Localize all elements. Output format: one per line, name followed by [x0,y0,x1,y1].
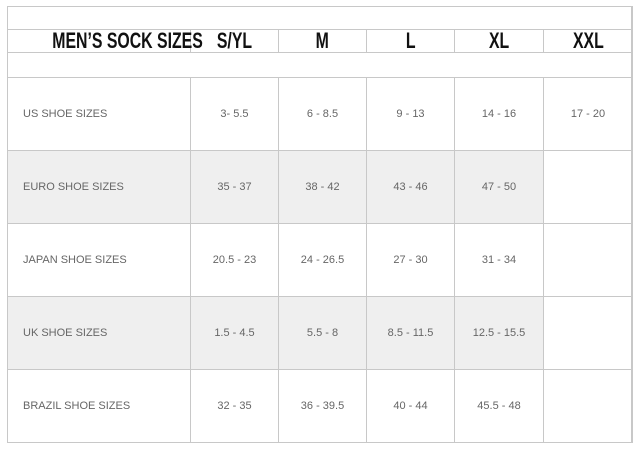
column-header: XL [455,28,544,53]
size-cell [544,297,633,370]
size-cell: 14 - 16 [455,78,544,151]
size-cell: 32 - 35 [191,370,279,443]
column-header-text: XL [488,28,510,53]
column-header: L [367,28,455,53]
size-cell: 17 - 20 [544,78,633,151]
column-header-text: XXL [572,28,604,53]
row-label: JAPAN SHOE SIZES [7,224,191,297]
column-header-text: L [405,28,416,53]
row-label: US SHOE SIZES [7,78,191,151]
top-spacer [7,6,633,30]
size-cell: 31 - 34 [455,224,544,297]
size-cell [544,151,633,224]
size-cell: 6 - 8.5 [279,78,367,151]
table-title-text: MEN’S SOCK SIZES [52,28,203,53]
size-cell: 5.5 - 8 [279,297,367,370]
size-cell: 20.5 - 23 [191,224,279,297]
row-label: BRAZIL SHOE SIZES [7,370,191,443]
size-cell: 27 - 30 [367,224,455,297]
size-cell: 45.5 - 48 [455,370,544,443]
column-header: S/YL [191,28,279,53]
size-cell: 8.5 - 11.5 [367,297,455,370]
size-cell [544,370,633,443]
size-cell: 24 - 26.5 [279,224,367,297]
size-cell: 36 - 39.5 [279,370,367,443]
size-cell: 12.5 - 15.5 [455,297,544,370]
row-label: UK SHOE SIZES [7,297,191,370]
size-cell: 47 - 50 [455,151,544,224]
column-header-text: M [315,28,330,53]
column-header: M [279,28,367,53]
table-title: MEN’S SOCK SIZES [7,28,203,53]
size-cell: 40 - 44 [367,370,455,443]
row-label: EURO SHOE SIZES [7,151,191,224]
column-header-text: S/YL [216,28,253,53]
size-cell: 43 - 46 [367,151,455,224]
size-cell: 1.5 - 4.5 [191,297,279,370]
spacer-row [7,53,633,78]
column-header: XXL [544,28,633,53]
size-cell: 9 - 13 [367,78,455,151]
size-cell [544,224,633,297]
size-cell: 3- 5.5 [191,78,279,151]
size-cell: 35 - 37 [191,151,279,224]
size-cell: 38 - 42 [279,151,367,224]
